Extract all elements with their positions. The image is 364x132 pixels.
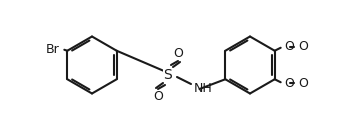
- Text: S: S: [164, 68, 173, 82]
- Text: O: O: [173, 46, 183, 60]
- Text: O: O: [285, 40, 294, 53]
- Text: Br: Br: [46, 43, 59, 56]
- Text: NH: NH: [194, 82, 213, 95]
- Text: O: O: [299, 77, 309, 90]
- Text: O: O: [285, 77, 294, 90]
- Text: O: O: [153, 91, 163, 103]
- Text: O: O: [299, 40, 309, 53]
